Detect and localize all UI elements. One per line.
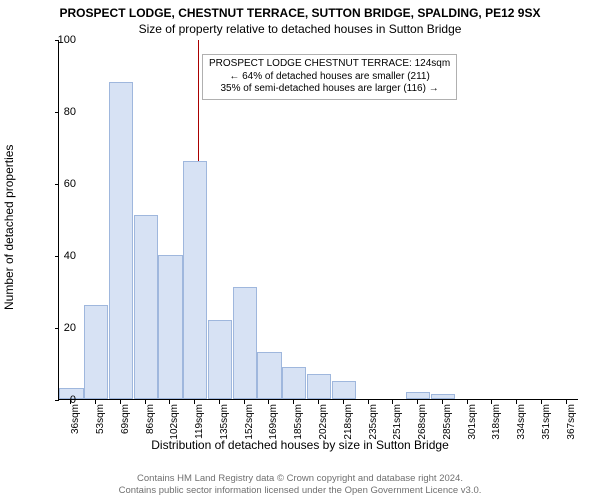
x-tick-label: 185sqm — [293, 404, 304, 454]
x-tick-label: 301sqm — [467, 404, 478, 454]
footer-line2: Contains public sector information licen… — [0, 485, 600, 496]
x-tick-label: 334sqm — [516, 404, 527, 454]
chart-suptitle: PROSPECT LODGE, CHESTNUT TERRACE, SUTTON… — [0, 6, 600, 20]
y-axis-label: Number of detached properties — [2, 145, 16, 310]
histogram-bar — [109, 82, 133, 399]
x-tick-label: 69sqm — [120, 404, 131, 454]
histogram-bar — [257, 352, 281, 399]
y-tick-label: 80 — [46, 106, 76, 118]
annotation-line1: PROSPECT LODGE CHESTNUT TERRACE: 124sqm — [209, 58, 450, 71]
x-tick-label: 102sqm — [169, 404, 180, 454]
footer-line1: Contains HM Land Registry data © Crown c… — [0, 473, 600, 484]
annotation-line3: 35% of semi-detached houses are larger (… — [209, 83, 450, 96]
y-tick-label: 60 — [46, 178, 76, 190]
annotation-line2: ← 64% of detached houses are smaller (21… — [209, 71, 450, 84]
histogram-bar — [208, 320, 232, 399]
x-tick-label: 268sqm — [417, 404, 428, 454]
x-tick-label: 152sqm — [244, 404, 255, 454]
x-tick-label: 367sqm — [566, 404, 577, 454]
x-tick-label: 53sqm — [95, 404, 106, 454]
histogram-bar — [134, 215, 158, 399]
histogram-bar — [282, 367, 306, 399]
histogram-bar — [406, 392, 430, 399]
x-tick-label: 135sqm — [219, 404, 230, 454]
y-tick-label: 20 — [46, 322, 76, 334]
histogram-bar — [183, 161, 207, 399]
x-tick-label: 86sqm — [145, 404, 156, 454]
histogram-bar — [431, 394, 455, 399]
histogram-bar — [233, 287, 257, 399]
annotation-box: PROSPECT LODGE CHESTNUT TERRACE: 124sqm … — [202, 54, 457, 100]
x-tick-label: 251sqm — [392, 404, 403, 454]
histogram-bar — [84, 305, 108, 399]
x-tick-label: 285sqm — [442, 404, 453, 454]
x-tick-label: 36sqm — [70, 404, 81, 454]
histogram-bar — [307, 374, 331, 399]
x-tick-label: 119sqm — [194, 404, 205, 454]
x-tick-label: 169sqm — [268, 404, 279, 454]
x-tick-label: 318sqm — [491, 404, 502, 454]
chart-title: Size of property relative to detached ho… — [0, 22, 600, 36]
y-tick-label: 40 — [46, 250, 76, 262]
chart-plot-area: PROSPECT LODGE CHESTNUT TERRACE: 124sqm … — [58, 40, 578, 400]
x-tick-label: 351sqm — [541, 404, 552, 454]
histogram-bar — [158, 255, 182, 399]
x-tick-label: 218sqm — [343, 404, 354, 454]
histogram-bar — [332, 381, 356, 399]
x-tick-label: 202sqm — [318, 404, 329, 454]
y-tick-label: 100 — [46, 34, 76, 46]
x-tick-label: 235sqm — [368, 404, 379, 454]
